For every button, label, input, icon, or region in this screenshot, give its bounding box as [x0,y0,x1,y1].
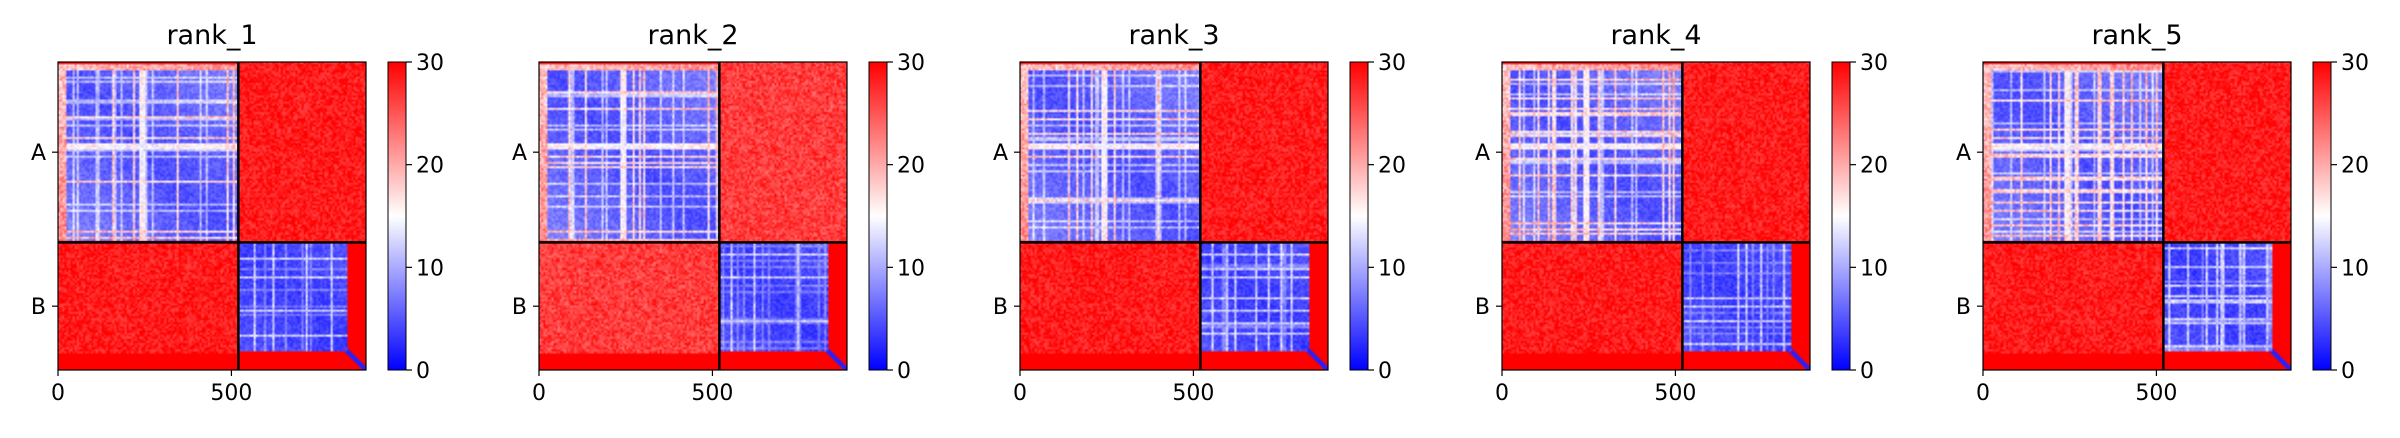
colorbar-tick-label: 10 [897,256,925,281]
colorbar-tick-label: 10 [1378,256,1406,281]
x-tick-label: 500 [691,381,733,406]
colorbar-tick-label: 30 [897,51,925,76]
x-tick-label: 0 [1976,381,1990,406]
x-tick-label: 500 [1172,381,1214,406]
heatmap-image [539,62,847,370]
x-tick-label: 500 [1654,381,1696,406]
plot-frame [1019,61,1329,371]
panel-rank_4: rank_4 0 500 A B 0 10 20 30 [1475,20,1888,406]
plot-frame [57,61,367,371]
heatmap-image [1020,62,1328,370]
colorbar-tick-label: 0 [416,359,430,384]
plot-frame [1501,61,1811,371]
colorbar-tick-label: 20 [2341,154,2369,179]
colorbar-tick-label: 0 [897,359,911,384]
y-tick-label-B: B [1475,295,1490,320]
colorbar [2312,61,2332,371]
x-tick-label: 0 [1013,381,1027,406]
colorbar-tick-label: 0 [1378,359,1392,384]
colorbar [868,61,888,371]
colorbar [387,61,407,371]
colorbar [1349,61,1369,371]
panel-title: rank_2 [647,20,738,51]
y-tick-label-A: A [1475,141,1490,166]
panel-title: rank_1 [166,20,257,51]
heatmap-image [58,62,366,370]
panel-rank_3: rank_3 0 500 A B 0 10 20 30 [993,20,1406,406]
x-tick-label: 0 [532,381,546,406]
y-tick-label-B: B [512,295,527,320]
colorbar-tick-label: 30 [1378,51,1406,76]
colorbar-tick-label: 20 [416,154,444,179]
colorbar-tick-label: 30 [2341,51,2369,76]
plot-frame [538,61,848,371]
panel-rank_5: rank_5 0 500 A B 0 10 20 30 [1956,20,2369,406]
colorbar-tick-label: 10 [416,256,444,281]
y-tick-label-A: A [31,141,46,166]
x-tick-label: 500 [210,381,252,406]
x-tick-label: 0 [51,381,65,406]
colorbar-tick-label: 20 [1378,154,1406,179]
panel-rank_2: rank_2 0 500 A B 0 10 20 30 [512,20,925,406]
colorbar-tick-label: 0 [1860,359,1874,384]
y-tick-label-A: A [512,141,527,166]
y-tick-label-B: B [993,295,1008,320]
heatmap-image [1983,62,2291,370]
colorbar-tick-label: 0 [2341,359,2355,384]
heatmap-image [1502,62,1810,370]
panel-rank_1: rank_1 0 500 A B 0 10 20 30 [31,20,444,406]
colorbar-tick-label: 30 [416,51,444,76]
colorbar-tick-label: 30 [1860,51,1888,76]
y-tick-label-A: A [1956,141,1971,166]
panel-title: rank_3 [1128,20,1219,51]
y-tick-label-B: B [31,295,46,320]
colorbar [1831,61,1851,371]
x-tick-label: 500 [2135,381,2177,406]
panel-title: rank_5 [2091,20,2182,51]
x-tick-label: 0 [1495,381,1509,406]
panel-title: rank_4 [1610,20,1701,51]
y-tick-label-B: B [1956,295,1971,320]
colorbar-tick-label: 20 [1860,154,1888,179]
colorbar-tick-label: 20 [897,154,925,179]
y-tick-label-A: A [993,141,1008,166]
colorbar-tick-label: 10 [2341,256,2369,281]
colorbar-tick-label: 10 [1860,256,1888,281]
plot-frame [1982,61,2292,371]
